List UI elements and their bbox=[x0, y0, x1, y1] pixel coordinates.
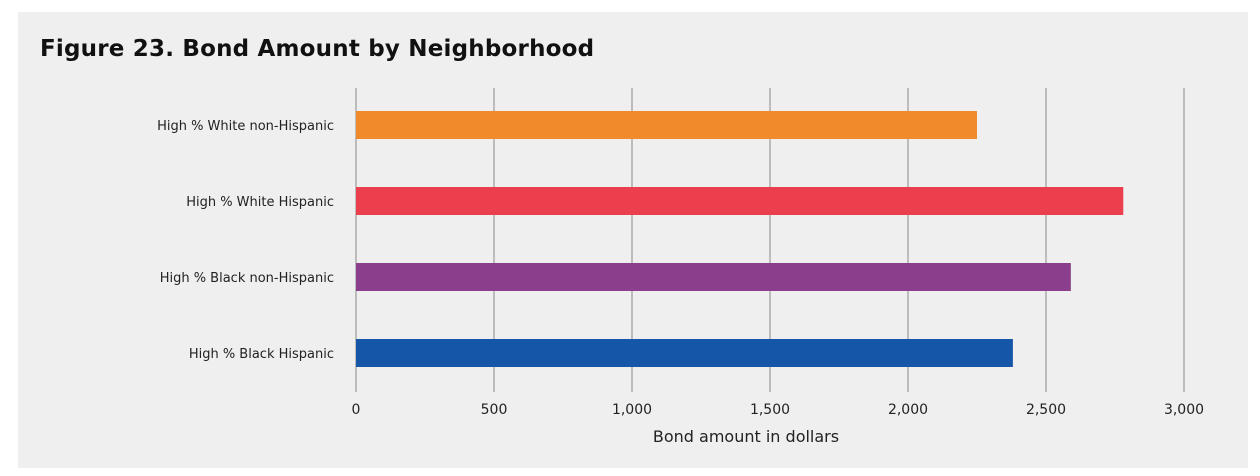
bar-2 bbox=[356, 263, 1071, 291]
chart-panel bbox=[18, 12, 1248, 468]
x-axis-title: Bond amount in dollars bbox=[653, 427, 839, 446]
x-tick-label-6: 3,000 bbox=[1164, 402, 1204, 418]
x-tick-label-1: 500 bbox=[481, 402, 508, 418]
x-tick-label-4: 2,000 bbox=[888, 402, 928, 418]
category-label-3: High % Black Hispanic bbox=[189, 347, 334, 362]
bar-0 bbox=[356, 111, 977, 139]
x-tick-label-2: 1,000 bbox=[612, 402, 652, 418]
bar-3 bbox=[356, 339, 1013, 367]
x-tick-label-5: 2,500 bbox=[1026, 402, 1066, 418]
x-tick-label-0: 0 bbox=[352, 402, 361, 418]
category-label-0: High % White non-Hispanic bbox=[157, 119, 334, 134]
bar-1 bbox=[356, 187, 1124, 215]
category-label-2: High % Black non-Hispanic bbox=[160, 271, 334, 286]
chart-title: Figure 23. Bond Amount by Neighborhood bbox=[40, 36, 595, 62]
x-tick-label-3: 1,500 bbox=[750, 402, 790, 418]
category-label-1: High % White Hispanic bbox=[186, 195, 334, 210]
